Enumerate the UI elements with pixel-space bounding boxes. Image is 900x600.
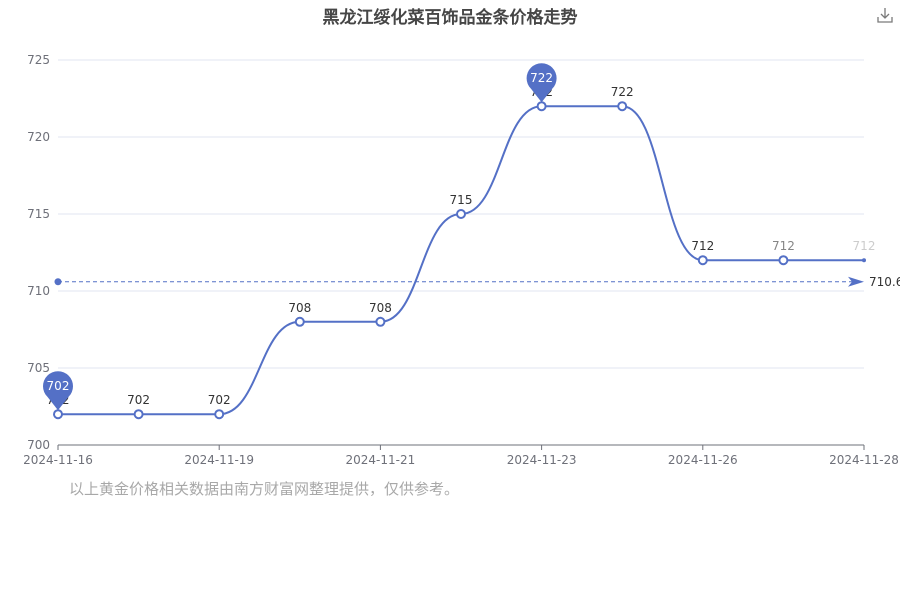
average-line-start-dot	[54, 278, 62, 286]
data-point	[375, 316, 386, 327]
x-tick-label: 2024-11-23	[507, 453, 577, 467]
download-icon[interactable]	[876, 6, 894, 24]
y-tick-label: 700	[27, 438, 50, 452]
data-label: 722	[611, 85, 634, 99]
x-tick-label: 2024-11-28	[829, 453, 899, 467]
data-point	[536, 101, 547, 112]
x-tick-label: 2024-11-19	[184, 453, 254, 467]
data-point	[778, 255, 789, 266]
data-label: 702	[208, 393, 231, 407]
mark-point-pin	[526, 63, 557, 103]
data-point	[617, 101, 628, 112]
y-tick-label: 705	[27, 361, 50, 375]
data-label: 712	[691, 239, 714, 253]
data-point	[133, 409, 144, 420]
y-tick-label: 715	[27, 207, 50, 221]
data-label: 708	[288, 301, 311, 315]
mark-point-label: 722	[530, 71, 553, 85]
data-point	[862, 258, 866, 263]
y-tick-label: 725	[27, 53, 50, 67]
mark-point-pin	[43, 371, 74, 411]
y-tick-label: 710	[27, 284, 50, 298]
y-tick-label: 720	[27, 130, 50, 144]
x-tick-label: 2024-11-21	[346, 453, 416, 467]
average-line-label: 710.6	[869, 275, 900, 289]
average-line-arrow	[848, 276, 864, 287]
data-label: 712	[772, 239, 795, 253]
data-point	[697, 255, 708, 266]
data-label: 715	[450, 193, 473, 207]
data-label: 702	[127, 393, 150, 407]
x-tick-label: 2024-11-16	[23, 453, 93, 467]
data-point	[214, 409, 225, 420]
x-tick-label: 2024-11-26	[668, 453, 738, 467]
footnote: 以上黄金价格相关数据由南方财富网整理提供，仅供参考。	[69, 480, 460, 498]
data-point	[53, 409, 63, 420]
chart-title: 黑龙江绥化菜百饰品金条价格走势	[322, 8, 578, 28]
data-label: 712	[853, 239, 876, 253]
data-point	[294, 316, 305, 327]
data-point	[456, 209, 466, 219]
mark-point-label: 702	[47, 379, 70, 393]
data-label: 708	[369, 301, 392, 315]
